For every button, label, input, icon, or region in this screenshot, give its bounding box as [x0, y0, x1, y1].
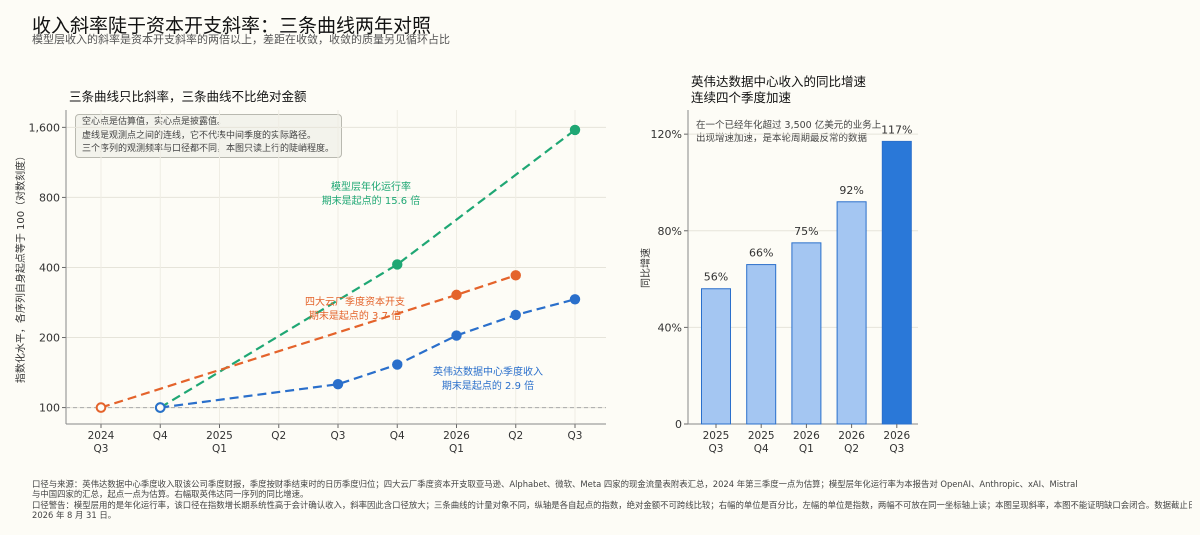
y-tick-label: 0: [675, 418, 682, 431]
right-title-line: 英伟达数据中心收入的同比增速: [691, 74, 867, 89]
right-panel-note: 在一个已经年化超过 3,500 亿美元的业务上 出现增速加速，是本轮周期最反常的…: [696, 119, 881, 145]
x-tick-label: 2025: [206, 430, 233, 442]
data-point: [392, 359, 403, 370]
note-line: 三个序列的观测频率与口径都不同，本图只读上行的陡峭程度。: [82, 144, 335, 154]
series-line-nvda: [160, 298, 576, 409]
bar: [791, 242, 822, 425]
y-tick-label: 40%: [658, 321, 682, 334]
x-tick-label: 2024: [88, 430, 115, 442]
y-tick-label: 800: [39, 191, 60, 204]
chart-title: 收入斜率陡于资本开支斜率：三条曲线两年对照: [32, 15, 432, 37]
right-note-line: 在一个已经年化超过 3,500 亿美元的业务上: [696, 120, 882, 131]
x-tick-label: Q3: [709, 443, 724, 455]
bar: [746, 264, 777, 425]
bar: [881, 140, 912, 425]
data-point: [451, 289, 462, 301]
data-point: [510, 270, 521, 281]
x-tick-label: 2026: [838, 430, 865, 442]
y-tick-label: 120%: [651, 128, 682, 141]
chart-subtitle: 模型层收入的斜率是资本开支斜率的两倍以上，差距在收敛，收敛的质量另见循环占比: [32, 33, 450, 46]
y-tick-label: 80%: [658, 225, 682, 238]
x-tick-label: Q3: [331, 430, 346, 442]
x-tick-label: Q1: [799, 443, 814, 455]
bar-value-label: 92%: [839, 184, 863, 197]
bar: [836, 201, 867, 425]
right-note-line: 出现增速加速，是本轮周期最反常的数据: [696, 133, 868, 144]
data-point-estimated: [154, 402, 166, 413]
footer-notes: 口径与来源：英伟达数据中心季度收入取该公司季度财报，季度按财季结束时的日历季度归…: [32, 479, 1192, 521]
bar-value-label: 117%: [881, 123, 912, 136]
data-point: [332, 379, 344, 390]
x-tick-label: Q1: [449, 443, 464, 455]
x-tick-label: Q2: [508, 430, 523, 442]
x-tick-label: Q2: [271, 430, 286, 442]
right-panel-title: 英伟达数据中心收入的同比增速 连续四个季度加速: [691, 74, 866, 106]
bar-value-label: 66%: [749, 247, 773, 260]
series-line-model: [159, 129, 576, 409]
x-tick-label: Q4: [390, 430, 405, 442]
footer-line: 2026 年 8 月 31 日。: [32, 510, 117, 521]
y-tick-label: 400: [39, 261, 60, 274]
x-tick-label: Q4: [153, 430, 168, 442]
x-tick-label: Q3: [889, 443, 904, 455]
footer-line: 口径与来源：英伟达数据中心季度收入取该公司季度财报，季度按财季结束时的日历季度归…: [32, 479, 1078, 489]
legend-note-box: 空心点是估算值，实心点是披露值。 虚线是观测点之间的连线，它不代表中间季度的实际…: [75, 114, 342, 158]
y-tick-label: 1,600: [29, 121, 61, 134]
y-axis-label: 同比增速: [639, 248, 652, 288]
x-tick-label: Q1: [212, 443, 227, 455]
x-tick-label: 2026: [793, 430, 820, 442]
x-tick-label: Q3: [568, 430, 583, 442]
x-tick-label: Q4: [754, 443, 769, 455]
bar: [701, 288, 731, 425]
x-tick-label: 2025: [703, 430, 730, 442]
series-label: 期末是起点的 3.7 倍: [309, 309, 401, 322]
data-point: [392, 259, 403, 270]
x-tick-label: 2026: [443, 430, 470, 442]
data-point: [510, 309, 521, 321]
data-point: [569, 294, 581, 305]
data-point: [569, 124, 581, 136]
series-label: 期末是起点的 2.9 倍: [442, 379, 534, 392]
footer-line: 与中国四家的汇总，起点一点为估算。右幅取英伟达同一序列的同比增速。: [32, 489, 309, 500]
y-tick-label: 200: [39, 332, 60, 345]
note-line: 空心点是估算值，实心点是披露值。: [82, 117, 227, 127]
series-label: 英伟达数据中心季度收入: [433, 365, 543, 378]
data-point: [451, 330, 462, 341]
x-tick-label: 2026: [883, 430, 910, 442]
footer-line: 口径警告：模型层用的是年化运行率，该口径在指数增长期系统性高于会计确认收入，斜率…: [32, 499, 1192, 510]
x-tick-label: 2025: [748, 430, 775, 442]
series-label: 模型层年化运行率: [331, 180, 411, 193]
y-axis-label: 指数化水平，各序列自身起点等于 100（对数刻度）: [14, 151, 27, 383]
right-title-line: 连续四个季度加速: [691, 90, 792, 105]
note-line: 虚线是观测点之间的连线，它不代表中间季度的实际路径。: [82, 130, 317, 141]
bar-value-label: 75%: [794, 225, 818, 238]
left-panel-title: 三条曲线只比斜率，三条曲线不比绝对金额: [69, 89, 307, 104]
data-point-estimated: [95, 402, 107, 413]
x-tick-label: Q3: [94, 443, 109, 455]
bar-value-label: 56%: [704, 271, 728, 284]
series-label: 四大云厂季度资本开支: [305, 295, 405, 308]
series-label: 期末是起点的 15.6 倍: [322, 194, 421, 207]
x-tick-label: Q2: [844, 443, 859, 455]
y-tick-label: 100: [39, 402, 60, 415]
